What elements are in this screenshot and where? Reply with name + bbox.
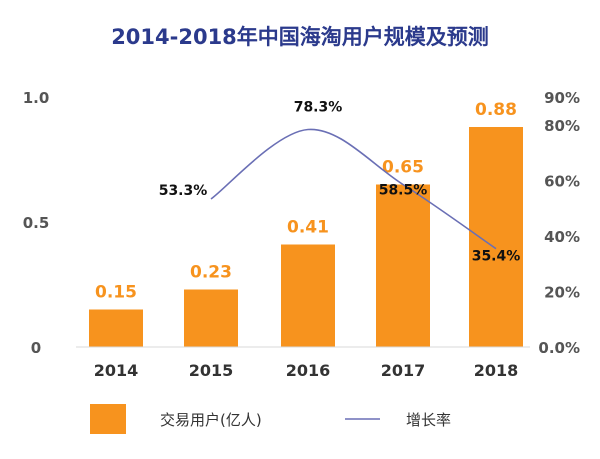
right-tick-label: 40% — [544, 228, 580, 246]
chart-title: 2014-2018年中国海淘用户规模及预测 — [111, 25, 489, 49]
bar-value-label: 0.88 — [475, 100, 517, 120]
bar-value-label: 0.41 — [287, 218, 329, 238]
right-tick-label: 0.0% — [538, 339, 580, 357]
x-axis: 2014 2015 2016 2017 2018 — [76, 346, 530, 380]
bar-2016 — [281, 244, 335, 347]
bar-labels: 0.15 0.23 0.41 0.65 0.88 — [95, 100, 517, 303]
bar-2018 — [469, 127, 523, 347]
x-tick-label: 2017 — [381, 361, 426, 380]
bar-2017 — [376, 184, 430, 347]
growth-rate-label: 35.4% — [472, 249, 521, 265]
x-tick-label: 2014 — [94, 361, 139, 380]
bar-2015 — [184, 289, 238, 347]
right-tick-label: 20% — [544, 283, 580, 301]
left-axis: 0 0.5 1.0 — [23, 89, 50, 357]
x-tick-label: 2016 — [286, 361, 331, 380]
bar-value-label: 0.15 — [95, 283, 137, 303]
legend: 交易用户(亿人) 增长率 — [90, 404, 451, 434]
left-tick-label: 1.0 — [23, 89, 50, 107]
growth-line-series: 53.3% 78.3% 58.5% 35.4% — [159, 100, 521, 265]
bar-value-label: 0.65 — [382, 158, 424, 178]
right-axis: 0.0% 20% 40% 60% 80% 90% — [538, 89, 580, 357]
legend-line-label: 增长率 — [406, 411, 451, 429]
growth-rate-label: 78.3% — [294, 100, 343, 116]
left-tick-label: 0 — [31, 339, 41, 357]
right-tick-label: 90% — [544, 89, 580, 107]
growth-rate-label: 58.5% — [379, 183, 428, 199]
bar-2014 — [89, 309, 143, 347]
bar-series — [89, 127, 523, 347]
x-tick-label: 2015 — [189, 361, 234, 380]
legend-bar-label: 交易用户(亿人) — [160, 411, 262, 429]
right-tick-label: 80% — [544, 117, 580, 135]
bar-value-label: 0.23 — [190, 263, 232, 283]
legend-bar-swatch — [90, 404, 126, 434]
x-tick-label: 2018 — [474, 361, 519, 380]
right-tick-label: 60% — [544, 172, 580, 190]
growth-rate-label: 53.3% — [159, 183, 208, 199]
growth-rate-line — [210, 128, 497, 250]
left-tick-label: 0.5 — [23, 214, 50, 232]
